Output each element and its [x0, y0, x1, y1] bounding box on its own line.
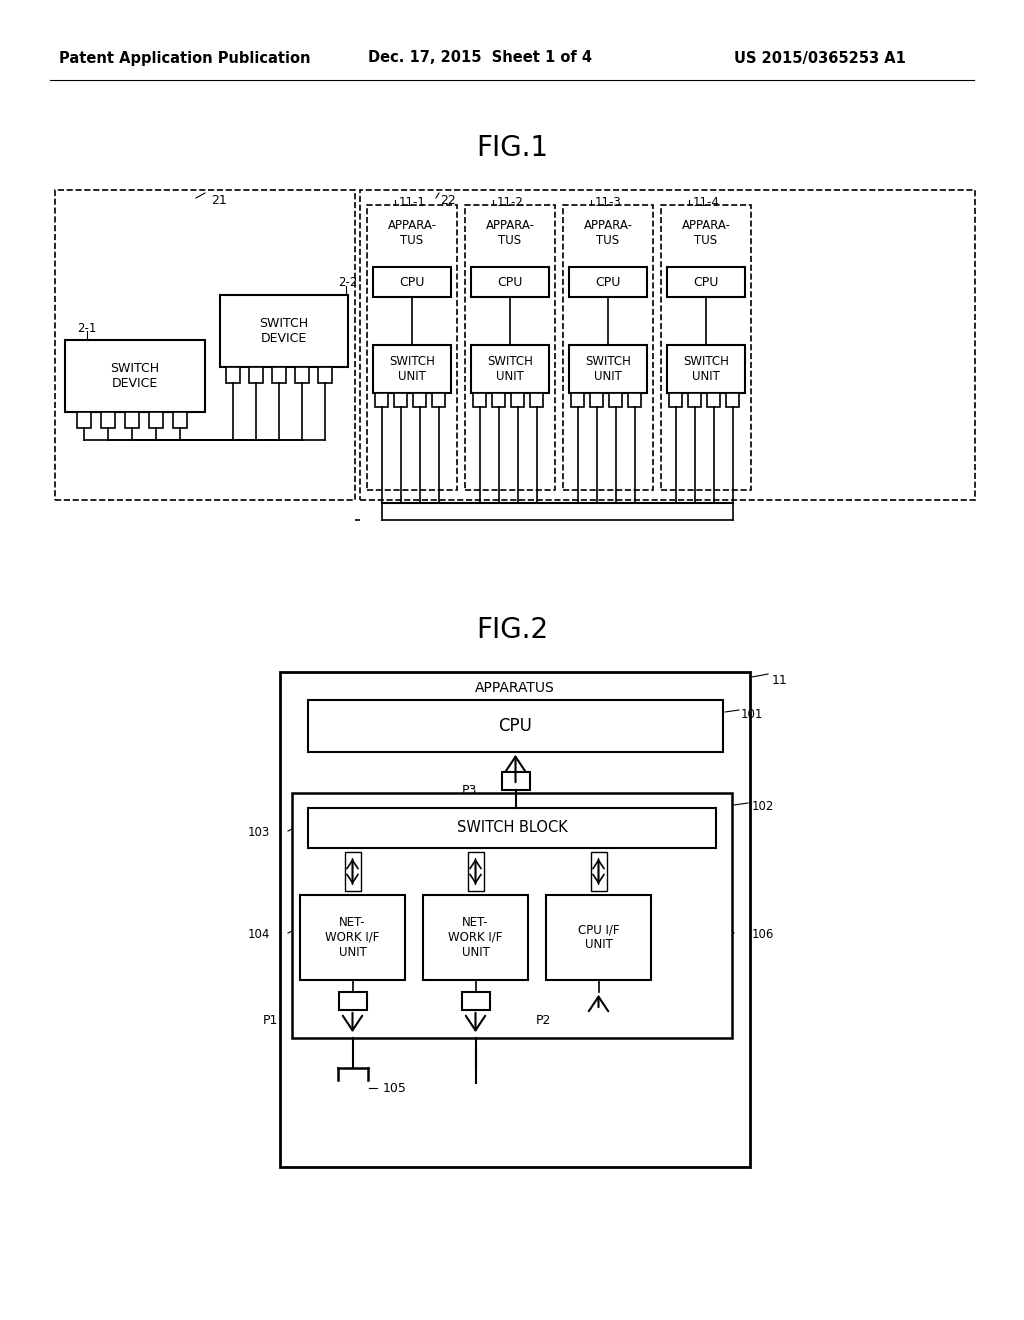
Bar: [295, 367, 309, 383]
Bar: [571, 393, 584, 407]
Text: US 2015/0365253 A1: US 2015/0365253 A1: [734, 50, 906, 66]
Text: Patent Application Publication: Patent Application Publication: [59, 50, 310, 66]
Bar: [292, 793, 732, 1038]
Text: 11-1: 11-1: [399, 195, 426, 209]
Bar: [669, 393, 682, 407]
Text: 11: 11: [772, 673, 787, 686]
Text: SWITCH
UNIT: SWITCH UNIT: [389, 355, 435, 383]
Text: SWITCH
UNIT: SWITCH UNIT: [585, 355, 631, 383]
Bar: [667, 267, 745, 297]
Text: P2: P2: [536, 1014, 551, 1027]
Text: CPU: CPU: [399, 276, 425, 289]
Text: NET-
WORK I/F
UNIT: NET- WORK I/F UNIT: [449, 916, 503, 960]
Text: CPU: CPU: [498, 276, 522, 289]
Bar: [563, 205, 653, 490]
Bar: [667, 345, 745, 393]
Text: SWITCH
UNIT: SWITCH UNIT: [683, 355, 729, 383]
Text: 22: 22: [440, 194, 456, 206]
Bar: [726, 393, 739, 407]
Bar: [65, 341, 205, 412]
Bar: [173, 412, 187, 428]
Bar: [591, 851, 606, 891]
Text: 11-2: 11-2: [497, 195, 524, 209]
Text: 101: 101: [741, 708, 763, 721]
Text: SWITCH BLOCK: SWITCH BLOCK: [457, 821, 567, 836]
Text: APPARA-
TUS: APPARA- TUS: [682, 219, 730, 247]
Bar: [465, 205, 555, 490]
Bar: [220, 294, 348, 367]
Bar: [590, 393, 603, 407]
Bar: [471, 345, 549, 393]
Text: CPU: CPU: [693, 276, 719, 289]
Bar: [226, 367, 240, 383]
Bar: [339, 993, 367, 1010]
Bar: [569, 267, 647, 297]
Text: 2-2: 2-2: [338, 276, 357, 289]
Bar: [394, 393, 407, 407]
Text: APPARA-
TUS: APPARA- TUS: [387, 219, 436, 247]
Text: 105: 105: [383, 1081, 407, 1094]
Bar: [471, 267, 549, 297]
Bar: [423, 895, 528, 979]
Text: 21: 21: [211, 194, 226, 206]
Text: APPARA-
TUS: APPARA- TUS: [584, 219, 633, 247]
Bar: [125, 412, 139, 428]
Bar: [688, 393, 701, 407]
Text: SWITCH
UNIT: SWITCH UNIT: [487, 355, 532, 383]
Text: P1: P1: [262, 1014, 278, 1027]
Text: 106: 106: [752, 928, 774, 941]
Bar: [511, 393, 524, 407]
Text: P3: P3: [462, 784, 477, 796]
Text: 102: 102: [752, 800, 774, 813]
Bar: [662, 205, 751, 490]
Bar: [462, 993, 489, 1010]
Bar: [280, 672, 750, 1167]
Bar: [77, 412, 91, 428]
Text: FIG.1: FIG.1: [476, 135, 548, 162]
Bar: [473, 393, 486, 407]
Bar: [344, 851, 360, 891]
Bar: [308, 700, 723, 752]
Bar: [101, 412, 115, 428]
Bar: [249, 367, 263, 383]
Bar: [308, 808, 716, 847]
Text: CPU I/F
UNIT: CPU I/F UNIT: [578, 924, 620, 952]
Bar: [272, 367, 286, 383]
Bar: [432, 393, 445, 407]
Text: SWITCH
DEVICE: SWITCH DEVICE: [111, 362, 160, 389]
Bar: [468, 851, 483, 891]
Bar: [55, 190, 355, 500]
Text: 104: 104: [248, 928, 270, 941]
Bar: [318, 367, 332, 383]
Bar: [707, 393, 720, 407]
Bar: [530, 393, 543, 407]
Text: 2-1: 2-1: [77, 322, 96, 334]
Text: 11-4: 11-4: [693, 195, 720, 209]
Text: 103: 103: [248, 826, 270, 840]
Text: SWITCH
DEVICE: SWITCH DEVICE: [259, 317, 308, 345]
Text: APPARA-
TUS: APPARA- TUS: [485, 219, 535, 247]
Bar: [628, 393, 641, 407]
Text: CPU: CPU: [499, 717, 532, 735]
Bar: [569, 345, 647, 393]
Bar: [375, 393, 388, 407]
Bar: [492, 393, 505, 407]
Bar: [300, 895, 406, 979]
Text: 11-3: 11-3: [595, 195, 622, 209]
Text: NET-
WORK I/F
UNIT: NET- WORK I/F UNIT: [326, 916, 380, 960]
Bar: [360, 190, 975, 500]
Bar: [609, 393, 622, 407]
Text: Dec. 17, 2015  Sheet 1 of 4: Dec. 17, 2015 Sheet 1 of 4: [368, 50, 592, 66]
Text: FIG.2: FIG.2: [476, 616, 548, 644]
Bar: [150, 412, 163, 428]
Bar: [367, 205, 457, 490]
Bar: [413, 393, 426, 407]
Bar: [546, 895, 651, 979]
Bar: [373, 345, 451, 393]
Text: CPU: CPU: [595, 276, 621, 289]
Text: APPARATUS: APPARATUS: [475, 681, 555, 696]
Bar: [373, 267, 451, 297]
Bar: [502, 772, 529, 789]
